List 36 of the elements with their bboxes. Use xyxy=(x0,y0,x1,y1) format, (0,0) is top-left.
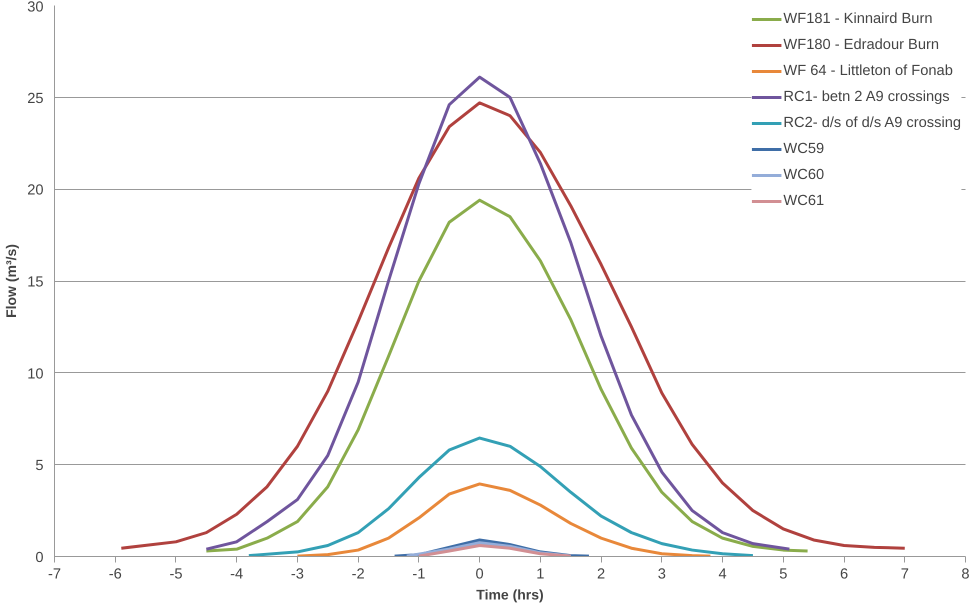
x-tick-label: 7 xyxy=(900,566,909,582)
legend-label: WF181 - Kinnaird Burn xyxy=(783,11,932,27)
x-tick-label: 3 xyxy=(658,566,666,582)
y-tick-label: 10 xyxy=(27,366,44,382)
y-tick-label: 20 xyxy=(27,182,44,199)
x-tick-label: 5 xyxy=(779,566,788,582)
x-tick-label: 0 xyxy=(476,566,484,582)
x-tick-label: -5 xyxy=(169,566,182,582)
line-series xyxy=(247,436,754,556)
legend-label: WC61 xyxy=(783,193,824,209)
x-tick-label: 6 xyxy=(840,566,848,582)
x-tick-label: 4 xyxy=(718,566,727,582)
x-tick-label: 8 xyxy=(961,566,970,582)
legend-label: RC2- d/s of d/s A9 crossing xyxy=(783,115,961,131)
x-tick-label: -7 xyxy=(48,566,62,582)
y-tick-label: 5 xyxy=(35,458,44,474)
x-tick-label: -1 xyxy=(412,566,426,582)
x-tick-label: -2 xyxy=(352,566,365,582)
legend-label: WC60 xyxy=(783,167,824,183)
legend-label: WF180 - Edradour Burn xyxy=(783,37,940,53)
x-tick-label: -6 xyxy=(108,566,122,582)
y-tick-label: 30 xyxy=(27,0,44,16)
y-tick-label: 15 xyxy=(27,274,44,290)
legend-label: RC1- betn 2 A9 crossings xyxy=(783,89,950,105)
x-axis-title: Time (hrs) xyxy=(476,586,544,602)
x-tick-label: 2 xyxy=(597,566,606,582)
y-axis-title: Flow (m³/s) xyxy=(3,244,20,318)
x-tick-label: 1 xyxy=(536,566,544,582)
legend-label: WC59 xyxy=(783,141,824,157)
x-tick-label: -3 xyxy=(290,566,304,582)
y-tick-label: 25 xyxy=(27,90,44,107)
line-series xyxy=(417,544,572,556)
y-tick-label: 0 xyxy=(35,550,44,566)
line-series xyxy=(296,482,712,556)
x-tick-label: -4 xyxy=(230,566,244,582)
legend-label: WF 64 - Littleton of Fonab xyxy=(783,63,953,79)
